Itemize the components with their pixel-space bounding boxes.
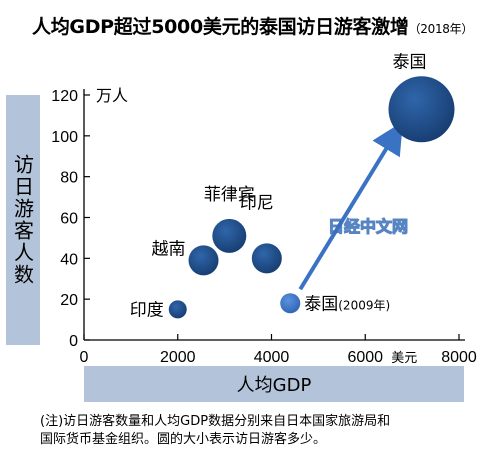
y-tick-label: 40 — [60, 251, 78, 268]
chart-title-main: 人均GDP超过5000美元的泰国访日游客激增 — [32, 16, 409, 38]
y-tick-label: 80 — [60, 170, 78, 187]
y-tick-label: 60 — [60, 211, 78, 228]
x-tick-label: 0 — [80, 349, 89, 366]
bubble-label-5: 泰国 — [393, 52, 427, 72]
x-tick-label: 2000 — [160, 349, 196, 366]
y-unit-label: 万人 — [96, 86, 128, 105]
x-tick-label: 6000 — [347, 349, 383, 366]
bubble-label-3: 菲律宾 — [204, 185, 255, 205]
x-axis-label-box: 人均GDP — [84, 366, 464, 402]
y-tick-label: 20 — [60, 292, 78, 309]
y-axis-label-box: 访日游客人数 — [6, 95, 40, 345]
bubble-2 — [188, 245, 219, 276]
bubble-3 — [212, 218, 247, 253]
chart-title: 人均GDP超过5000美元的泰国访日游客激增（2018年） — [32, 12, 492, 39]
axes: 0 20 40 60 80 100 120 万人 0 2000 4000 6000 8000 美元 — [51, 86, 477, 366]
bubble-label-1: 印度 — [130, 300, 164, 320]
x-tick-label: 8000 — [441, 349, 477, 366]
y-tick-label: 100 — [51, 129, 78, 146]
bubble-label-4: 印尼 — [240, 193, 274, 213]
footnote: (注)访日游客数量和人均GDP数据分别来自日本国家旅游局和 国际货币基金组织。圆… — [40, 413, 492, 449]
x-unit-label: 美元 — [391, 351, 417, 366]
footnote-line-2: 国际货币基金组织。圆的大小表示访日游客多少。 — [40, 432, 327, 447]
bubble-label-6: 泰国(2009年) — [304, 294, 390, 314]
bubble-label-note: (2009年) — [338, 298, 390, 312]
bubble-6 — [280, 293, 301, 314]
y-axis-label: 访日游客人数 — [10, 154, 35, 286]
chart-title-year: （2018年） — [408, 22, 474, 36]
footnote-line-1: (注)访日游客数量和人均GDP数据分别来自日本国家旅游局和 — [40, 414, 391, 429]
bubble-4 — [251, 243, 282, 274]
y-tick-label: 0 — [69, 333, 78, 350]
bubble-5 — [388, 76, 455, 143]
bubble-1 — [168, 300, 187, 319]
x-tick-label: 4000 — [254, 349, 290, 366]
y-tick-label: 120 — [51, 88, 78, 105]
trend-arrow — [298, 121, 403, 291]
bubble-label-2: 越南 — [152, 239, 186, 259]
watermark: 日经中文网 — [328, 217, 408, 236]
x-axis-label: 人均GDP — [236, 375, 312, 396]
